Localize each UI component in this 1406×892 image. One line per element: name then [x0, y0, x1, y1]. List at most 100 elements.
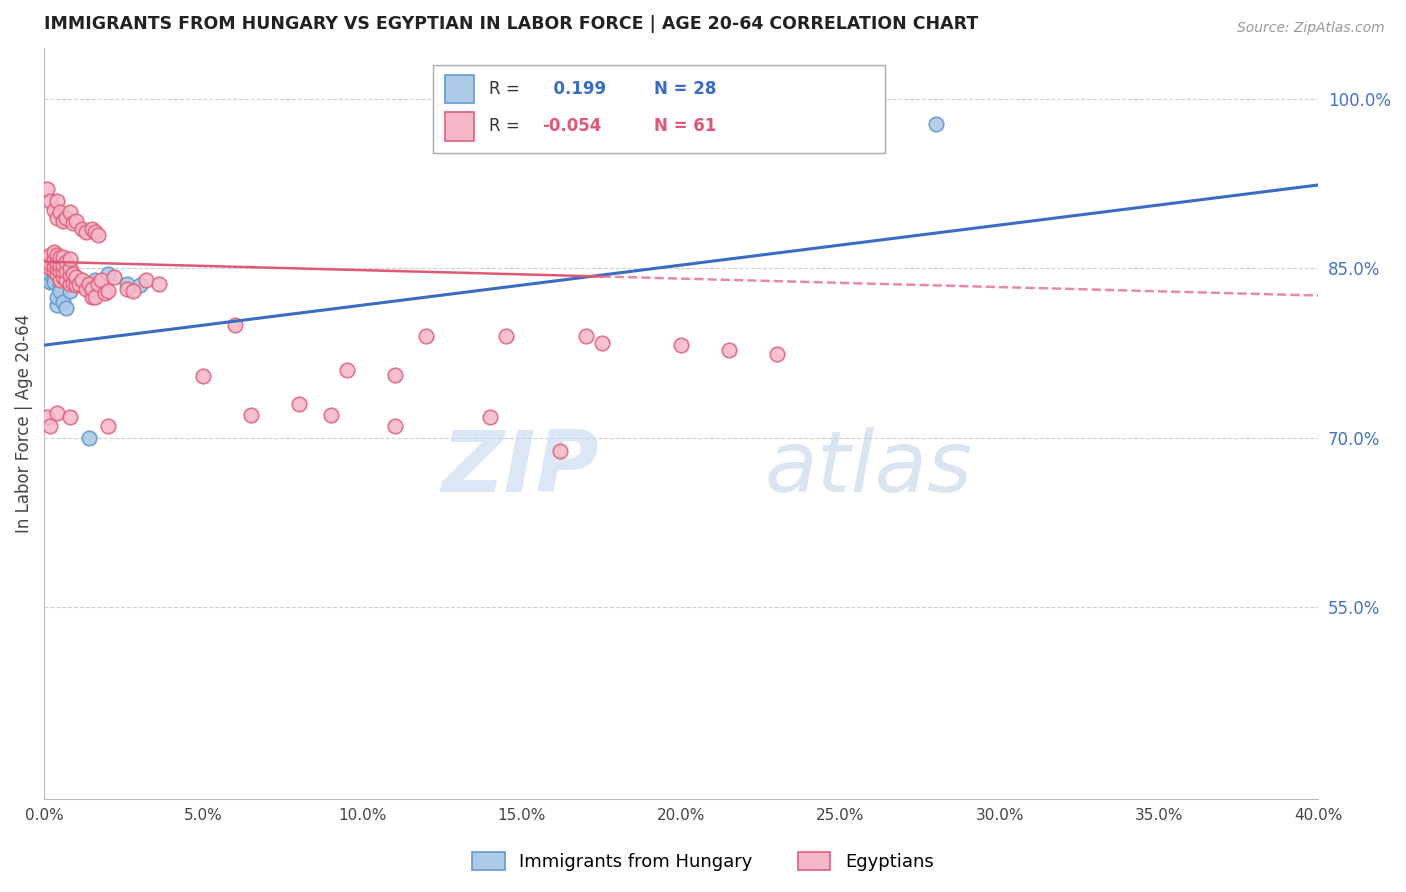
Point	[72, 222, 94, 236]
Point	[49, 250, 72, 264]
Point	[45, 406, 67, 420]
Point	[288, 397, 311, 411]
Point	[52, 258, 75, 272]
Point	[45, 248, 67, 262]
Point	[87, 277, 110, 292]
Point	[548, 444, 571, 458]
Point	[80, 222, 103, 236]
Point	[58, 410, 80, 425]
Point	[49, 273, 72, 287]
Point	[97, 284, 120, 298]
Point	[49, 284, 72, 298]
Point	[52, 250, 75, 264]
Point	[55, 254, 77, 268]
Point	[55, 263, 77, 277]
Legend: Immigrants from Hungary, Egyptians: Immigrants from Hungary, Egyptians	[465, 845, 941, 879]
Point	[39, 248, 62, 262]
Text: N = 61: N = 61	[654, 118, 717, 136]
FancyBboxPatch shape	[446, 75, 474, 103]
Point	[65, 273, 87, 287]
Point	[42, 244, 65, 259]
FancyBboxPatch shape	[446, 112, 474, 141]
Point	[75, 225, 97, 239]
Point	[148, 277, 170, 292]
Point	[669, 338, 692, 352]
Text: Source: ZipAtlas.com: Source: ZipAtlas.com	[1237, 21, 1385, 35]
Point	[65, 270, 87, 285]
Point	[37, 250, 59, 264]
Point	[495, 329, 517, 343]
Text: R =: R =	[489, 80, 520, 98]
Point	[67, 277, 90, 292]
Point	[42, 275, 65, 289]
Point	[479, 410, 502, 425]
Point	[58, 284, 80, 298]
Point	[62, 267, 84, 281]
Point	[52, 270, 75, 285]
Point	[39, 419, 62, 434]
Point	[37, 256, 59, 270]
Point	[42, 263, 65, 277]
Point	[193, 368, 215, 383]
Point	[49, 258, 72, 272]
Point	[93, 286, 115, 301]
Point	[45, 297, 67, 311]
Text: -0.054: -0.054	[543, 118, 602, 136]
Point	[55, 301, 77, 315]
Point	[37, 254, 59, 268]
Point	[87, 227, 110, 242]
Point	[45, 261, 67, 276]
Point	[39, 267, 62, 281]
Point	[415, 329, 437, 343]
Point	[384, 419, 406, 434]
Point	[42, 202, 65, 217]
Point	[39, 275, 62, 289]
Point	[97, 419, 120, 434]
Text: IMMIGRANTS FROM HUNGARY VS EGYPTIAN IN LABOR FORCE | AGE 20-64 CORRELATION CHART: IMMIGRANTS FROM HUNGARY VS EGYPTIAN IN L…	[44, 15, 979, 33]
Point	[39, 261, 62, 276]
Point	[224, 318, 246, 332]
Point	[65, 214, 87, 228]
Point	[58, 252, 80, 267]
Point	[45, 211, 67, 225]
Point	[103, 270, 125, 285]
Point	[77, 277, 100, 292]
Point	[84, 273, 107, 287]
Point	[52, 295, 75, 310]
Text: N = 28: N = 28	[654, 80, 717, 98]
Point	[49, 205, 72, 219]
Point	[49, 278, 72, 293]
Point	[52, 263, 75, 277]
Point	[49, 269, 72, 284]
Point	[62, 270, 84, 285]
Point	[45, 194, 67, 208]
Point	[90, 273, 112, 287]
Point	[319, 408, 342, 422]
Point	[115, 277, 138, 292]
Point	[37, 273, 59, 287]
Point	[55, 211, 77, 225]
Point	[37, 263, 59, 277]
Point	[39, 194, 62, 208]
Point	[575, 329, 598, 343]
Point	[240, 408, 263, 422]
Point	[49, 263, 72, 277]
Point	[67, 273, 90, 287]
Point	[84, 225, 107, 239]
Point	[122, 284, 145, 298]
Point	[45, 290, 67, 304]
Point	[58, 277, 80, 292]
Point	[45, 267, 67, 281]
Point	[80, 282, 103, 296]
Point	[37, 182, 59, 196]
Point	[717, 343, 740, 357]
Point	[128, 278, 150, 293]
Point	[62, 276, 84, 290]
Point	[58, 261, 80, 276]
Point	[97, 267, 120, 281]
Point	[62, 216, 84, 230]
Point	[58, 205, 80, 219]
Point	[55, 273, 77, 287]
Point	[765, 347, 787, 361]
Point	[52, 267, 75, 281]
